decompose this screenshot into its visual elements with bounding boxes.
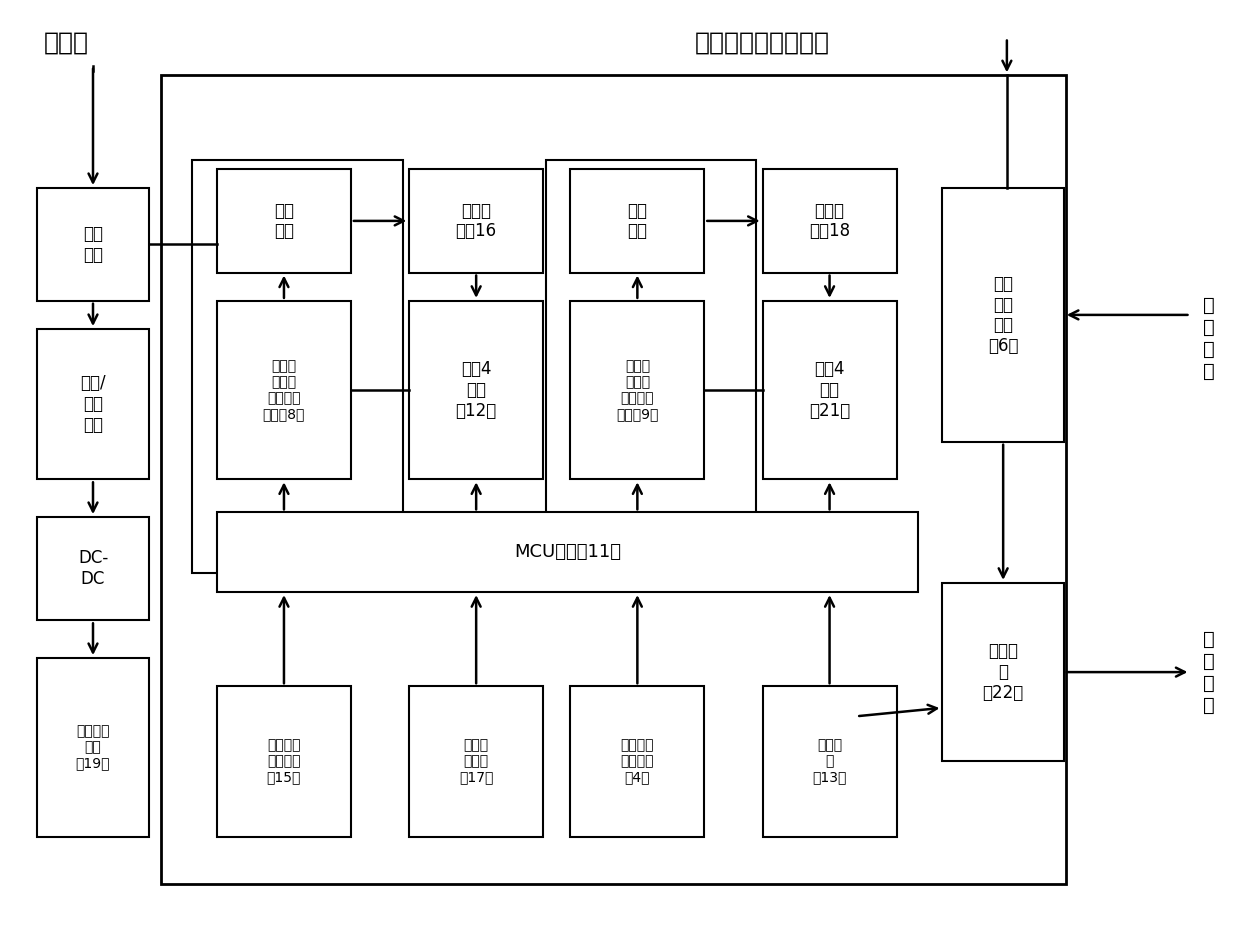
Bar xyxy=(763,169,897,273)
Text: 串口控
制
（13）: 串口控 制 （13） xyxy=(812,738,847,785)
Bar xyxy=(217,686,351,837)
Text: 反接
保护: 反接 保护 xyxy=(83,225,103,264)
Bar xyxy=(217,169,351,273)
Text: 网络
通信
部件
（6）: 网络 通信 部件 （6） xyxy=(988,274,1018,355)
Text: 视频（电视、红外）: 视频（电视、红外） xyxy=(694,30,830,55)
Text: 方位电
机驱动
方位电机
驱动（8）: 方位电 机驱动 方位电机 驱动（8） xyxy=(263,359,305,421)
Bar xyxy=(570,686,704,837)
Bar xyxy=(217,512,918,592)
Bar xyxy=(217,301,351,479)
Text: 电源管理
部件
（19）: 电源管理 部件 （19） xyxy=(76,724,110,771)
Text: DC-
DC: DC- DC xyxy=(78,549,108,588)
Bar xyxy=(37,188,149,301)
Text: 串
口
输
出: 串 口 输 出 xyxy=(1203,630,1215,714)
Bar xyxy=(570,301,704,479)
Text: 外供电: 外供电 xyxy=(43,30,88,55)
Bar xyxy=(409,169,543,273)
Text: 网
络
信
号: 网 络 信 号 xyxy=(1203,296,1215,381)
Text: 串口控
制
（22）: 串口控 制 （22） xyxy=(982,642,1024,702)
Bar xyxy=(570,169,704,273)
Text: 方位4
倍频
（12）: 方位4 倍频 （12） xyxy=(455,360,497,420)
Bar xyxy=(409,686,543,837)
Text: 方位
电机: 方位 电机 xyxy=(274,201,294,241)
Bar xyxy=(763,301,897,479)
Bar xyxy=(409,301,543,479)
Text: 俯仰行
程开关
（17）: 俯仰行 程开关 （17） xyxy=(459,738,494,785)
Bar xyxy=(37,517,149,620)
Bar xyxy=(942,188,1064,442)
Text: 俯仰编
码器18: 俯仰编 码器18 xyxy=(808,201,851,241)
Bar xyxy=(546,160,756,573)
Bar xyxy=(161,75,1066,884)
Text: 方位光电
限位开关
（15）: 方位光电 限位开关 （15） xyxy=(267,738,301,785)
Text: 方位编
码器16: 方位编 码器16 xyxy=(455,201,497,241)
Text: 俯仰4
倍频
（21）: 俯仰4 倍频 （21） xyxy=(808,360,851,420)
Text: 俯仰电
机驱动
俯仰电机
驱动（9）: 俯仰电 机驱动 俯仰电机 驱动（9） xyxy=(616,359,658,421)
Text: 过压/
过流
保护: 过压/ 过流 保护 xyxy=(81,374,105,434)
Text: 指北光电
限位开关
（4）: 指北光电 限位开关 （4） xyxy=(620,738,655,785)
Text: 俯仰
电机: 俯仰 电机 xyxy=(627,201,647,241)
Bar xyxy=(37,658,149,837)
Bar xyxy=(942,583,1064,761)
Bar xyxy=(37,329,149,479)
Text: MCU（主控11）: MCU（主控11） xyxy=(513,543,621,561)
Bar xyxy=(763,686,897,837)
Bar xyxy=(192,160,403,573)
